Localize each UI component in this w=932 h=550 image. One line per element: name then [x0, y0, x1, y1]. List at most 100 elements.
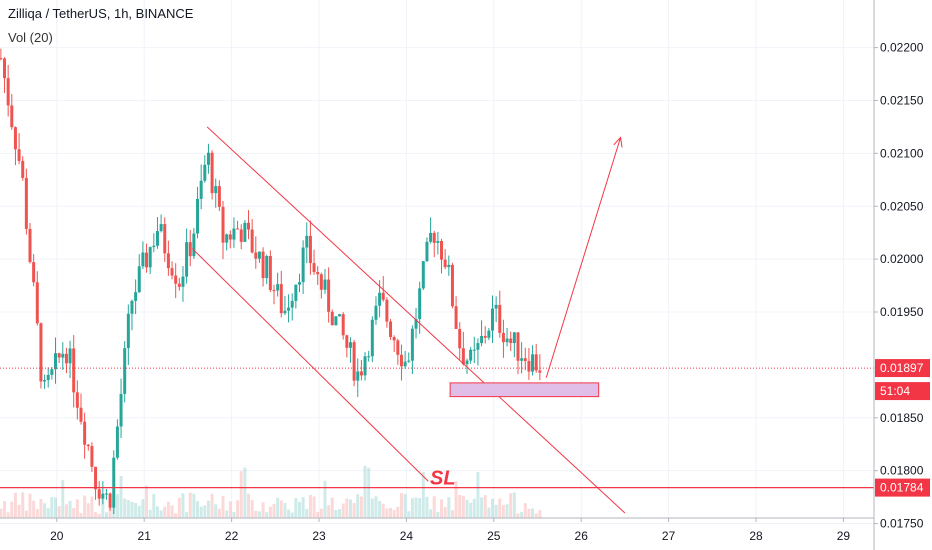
candle-body [265, 256, 269, 279]
candle-body [436, 241, 440, 243]
volume-bar [261, 502, 265, 518]
volume-bar [363, 465, 367, 518]
volume-bar [247, 493, 251, 518]
candle-body [236, 228, 240, 230]
candle-body [181, 276, 185, 287]
volume-bar [334, 509, 338, 518]
candle-body [407, 360, 411, 362]
candle-body [410, 328, 414, 361]
y-tick-label: 0.02200 [880, 41, 924, 55]
volume-bar [119, 475, 123, 518]
candle-body [356, 371, 360, 381]
volume-bar [308, 494, 312, 518]
volume-bar [425, 496, 429, 518]
candle-body [341, 314, 345, 336]
candle-body [257, 251, 261, 259]
candle-body [192, 233, 196, 257]
candle-body [323, 279, 327, 290]
candle-body [352, 342, 356, 381]
candle-body [483, 336, 487, 338]
volume-indicator-label: Vol (20) [8, 30, 53, 45]
volume-bar [407, 511, 411, 518]
candle-body [348, 342, 352, 348]
candle-body [305, 235, 309, 248]
volume-bar [254, 510, 258, 518]
y-tick-label: 0.01800 [880, 464, 924, 478]
candle-body [188, 242, 192, 257]
volume-bar [287, 509, 291, 518]
volume-bar [461, 495, 465, 518]
candle-body [50, 369, 54, 375]
candle-body [13, 127, 17, 150]
volume-bar [283, 503, 287, 518]
candle-body [498, 304, 502, 333]
candle-body [363, 356, 367, 376]
candle-body [512, 332, 516, 344]
volume-bar [50, 497, 54, 518]
candle-body [279, 284, 283, 314]
volume-bar [476, 471, 480, 518]
volume-bar [199, 506, 203, 518]
volume-bar [490, 498, 494, 518]
x-tick-label: 28 [749, 529, 763, 543]
stop-loss-price-tag-bg [875, 478, 930, 497]
candle-body [75, 392, 79, 408]
volume-bar [450, 510, 454, 518]
candle-body [301, 247, 305, 283]
grid [0, 0, 874, 525]
volume-bar [203, 505, 207, 518]
candle-body [520, 358, 524, 361]
candle-body [6, 78, 10, 106]
candle-body [196, 198, 200, 234]
volume-bar [520, 511, 524, 518]
candle-body [476, 343, 480, 350]
volume-bar [236, 500, 240, 518]
candle-body [243, 222, 247, 242]
candle-body [505, 338, 509, 343]
channel-upper-line [206, 126, 626, 514]
volume-bar [28, 493, 32, 518]
candle-body [418, 288, 422, 320]
projection-arrow [545, 137, 622, 378]
volume-bar [516, 513, 520, 518]
volume-bar [527, 508, 531, 518]
candle-body [250, 229, 254, 253]
candle-body [35, 282, 39, 324]
volume-bar [531, 508, 535, 518]
volume-bar [421, 471, 425, 518]
volume-bar [396, 506, 400, 518]
candle-body [429, 232, 433, 242]
volume-bar [272, 503, 276, 518]
candle-body [487, 330, 491, 338]
candle-body [32, 262, 36, 283]
volume-bar [341, 503, 345, 518]
candle-body [217, 186, 221, 207]
candle-body [294, 284, 298, 301]
volume-bar [389, 507, 393, 518]
candle-body [232, 228, 236, 240]
candle-body [469, 349, 473, 361]
candle-body [399, 354, 403, 367]
candle-body [206, 152, 210, 165]
volume-bar [454, 480, 458, 518]
axes [0, 0, 878, 550]
candle-body [312, 263, 316, 272]
volume-bar [330, 497, 334, 518]
candle-body [319, 274, 323, 290]
volume-bar [225, 510, 229, 518]
volume-bar [39, 499, 43, 518]
candle-body [472, 349, 476, 351]
candle-body [276, 284, 280, 291]
x-tick-label: 25 [487, 529, 501, 543]
candle-body [97, 489, 101, 499]
volume-bar [188, 492, 192, 518]
volume-bar [243, 467, 247, 518]
candle-body [421, 261, 425, 289]
volume-bar [6, 512, 10, 518]
candle-body [159, 224, 163, 232]
candle-body [261, 251, 265, 279]
candle-body [148, 247, 152, 268]
volume-bar [403, 493, 407, 518]
volume-bar [512, 492, 516, 518]
